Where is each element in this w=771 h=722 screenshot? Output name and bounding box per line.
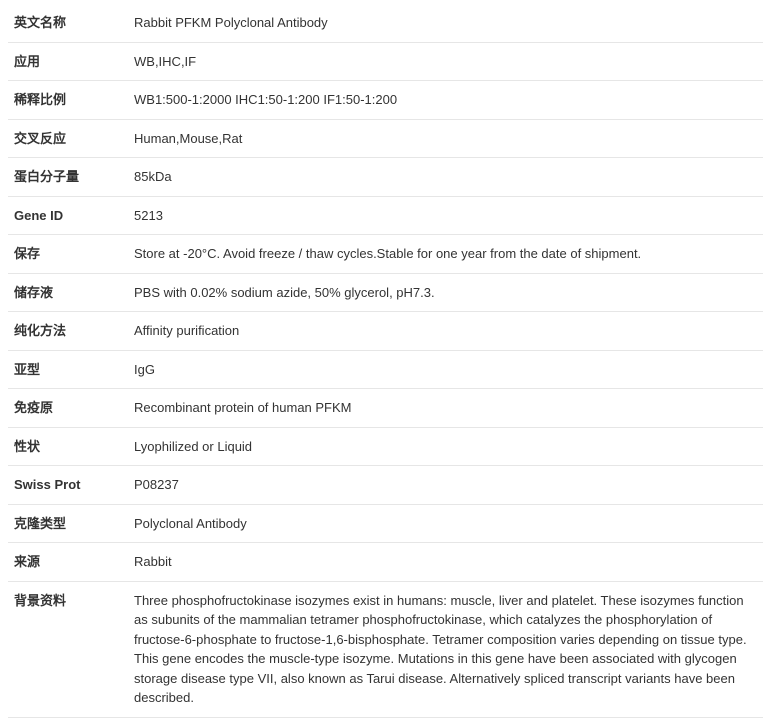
spec-label: 英文名称	[8, 4, 128, 42]
spec-label: 克隆类型	[8, 504, 128, 543]
table-row: 背景资料 Three phosphofructokinase isozymes …	[8, 581, 763, 717]
spec-value: IgG	[128, 350, 763, 389]
table-row: 来源 Rabbit	[8, 543, 763, 582]
spec-value: Affinity purification	[128, 312, 763, 351]
spec-value: Rabbit	[128, 543, 763, 582]
table-row: 储存液 PBS with 0.02% sodium azide, 50% gly…	[8, 273, 763, 312]
spec-value: Three phosphofructokinase isozymes exist…	[128, 581, 763, 717]
table-row: 保存 Store at -20°C. Avoid freeze / thaw c…	[8, 235, 763, 274]
spec-value: Recombinant protein of human PFKM	[128, 389, 763, 428]
spec-label: 储存液	[8, 273, 128, 312]
table-row: 亚型 IgG	[8, 350, 763, 389]
table-row: 应用 WB,IHC,IF	[8, 42, 763, 81]
table-row: 免疫原 Recombinant protein of human PFKM	[8, 389, 763, 428]
table-row: Swiss Prot P08237	[8, 466, 763, 505]
table-row: 英文名称 Rabbit PFKM Polyclonal Antibody	[8, 4, 763, 42]
spec-label: Swiss Prot	[8, 466, 128, 505]
table-row: 克隆类型 Polyclonal Antibody	[8, 504, 763, 543]
spec-table-body: 英文名称 Rabbit PFKM Polyclonal Antibody 应用 …	[8, 4, 763, 717]
spec-label: 纯化方法	[8, 312, 128, 351]
spec-value: Polyclonal Antibody	[128, 504, 763, 543]
spec-label: 亚型	[8, 350, 128, 389]
spec-label: 背景资料	[8, 581, 128, 717]
spec-label: 应用	[8, 42, 128, 81]
table-row: Gene ID 5213	[8, 196, 763, 235]
table-row: 交叉反应 Human,Mouse,Rat	[8, 119, 763, 158]
table-row: 蛋白分子量 85kDa	[8, 158, 763, 197]
spec-value: WB,IHC,IF	[128, 42, 763, 81]
table-row: 稀释比例 WB1:500-1:2000 IHC1:50-1:200 IF1:50…	[8, 81, 763, 120]
spec-table: 英文名称 Rabbit PFKM Polyclonal Antibody 应用 …	[8, 4, 763, 718]
spec-label: 蛋白分子量	[8, 158, 128, 197]
spec-value: 5213	[128, 196, 763, 235]
spec-label: 交叉反应	[8, 119, 128, 158]
table-row: 性状 Lyophilized or Liquid	[8, 427, 763, 466]
spec-label: 保存	[8, 235, 128, 274]
spec-value: Rabbit PFKM Polyclonal Antibody	[128, 4, 763, 42]
spec-value: Store at -20°C. Avoid freeze / thaw cycl…	[128, 235, 763, 274]
spec-value: WB1:500-1:2000 IHC1:50-1:200 IF1:50-1:20…	[128, 81, 763, 120]
spec-value: 85kDa	[128, 158, 763, 197]
spec-value: P08237	[128, 466, 763, 505]
spec-label: 来源	[8, 543, 128, 582]
spec-value: Lyophilized or Liquid	[128, 427, 763, 466]
spec-label: 稀释比例	[8, 81, 128, 120]
spec-label: Gene ID	[8, 196, 128, 235]
table-row: 纯化方法 Affinity purification	[8, 312, 763, 351]
spec-value: PBS with 0.02% sodium azide, 50% glycero…	[128, 273, 763, 312]
spec-label: 免疫原	[8, 389, 128, 428]
spec-label: 性状	[8, 427, 128, 466]
spec-value: Human,Mouse,Rat	[128, 119, 763, 158]
